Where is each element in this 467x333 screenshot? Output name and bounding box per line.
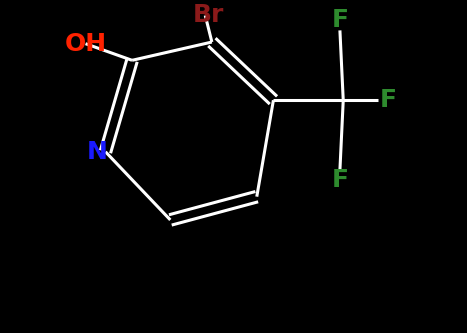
Text: F: F — [332, 8, 348, 32]
Text: F: F — [332, 168, 348, 192]
Text: Br: Br — [193, 3, 224, 27]
Text: OH: OH — [64, 32, 106, 56]
Text: F: F — [380, 88, 396, 112]
Text: N: N — [87, 140, 107, 164]
